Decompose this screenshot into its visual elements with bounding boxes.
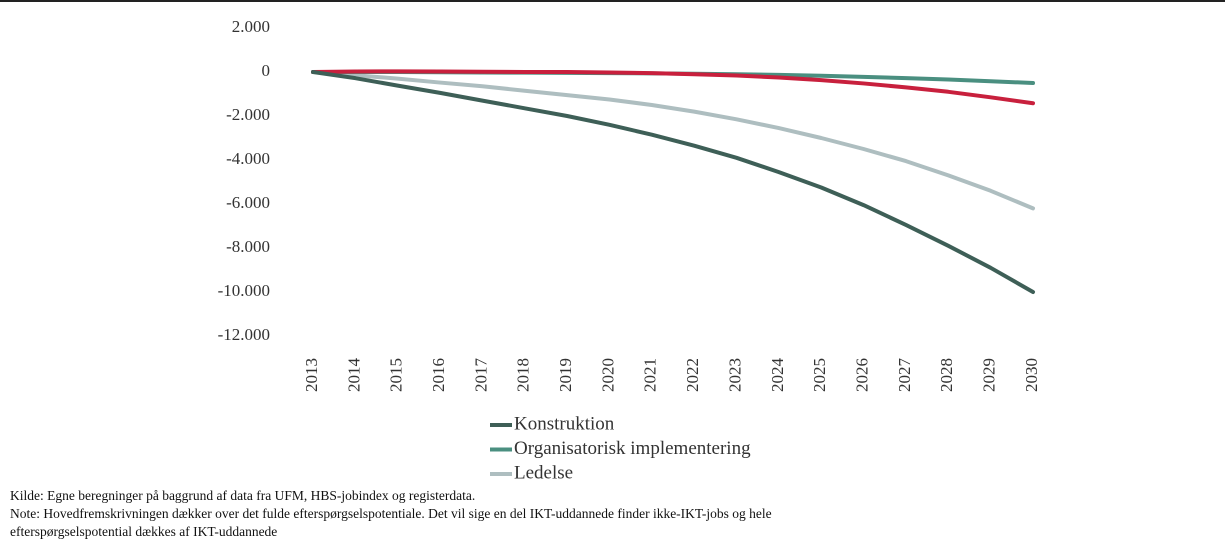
x-tick-label: 2014 bbox=[344, 358, 363, 393]
y-tick-label: 0 bbox=[262, 61, 271, 80]
x-tick-label: 2024 bbox=[768, 358, 787, 393]
y-tick-label: -6.000 bbox=[226, 193, 270, 212]
y-tick-label: 2.000 bbox=[232, 17, 270, 36]
top-border bbox=[0, 0, 1225, 2]
x-tick-label: 2017 bbox=[471, 357, 490, 392]
x-tick-label: 2027 bbox=[895, 358, 914, 393]
series-line bbox=[311, 70, 1035, 211]
x-tick-label: 2013 bbox=[302, 358, 321, 392]
x-tick-label: 2015 bbox=[387, 358, 406, 392]
x-tick-label: 2018 bbox=[514, 358, 533, 392]
legend-label: Organisatorisk implementering bbox=[514, 438, 751, 459]
x-tick-label: 2026 bbox=[852, 358, 871, 392]
y-tick-label: -10.000 bbox=[218, 281, 270, 300]
note: Note: Hovedfremskrivningen dækker over d… bbox=[10, 506, 772, 521]
y-tick-label: -8.000 bbox=[226, 237, 270, 256]
y-tick-label: -2.000 bbox=[226, 105, 270, 124]
x-tick-label: 2030 bbox=[1022, 358, 1041, 392]
note: efterspørgselspotential dækkes af IKT-ud… bbox=[10, 524, 277, 539]
x-tick-label: 2020 bbox=[598, 358, 617, 392]
series-line bbox=[311, 69, 1035, 106]
x-tick-label: 2023 bbox=[725, 358, 744, 392]
note: Kilde: Egne beregninger på baggrund af d… bbox=[10, 488, 475, 503]
x-tick-label: 2022 bbox=[683, 358, 702, 392]
series-line bbox=[311, 70, 1035, 294]
legend-label: Konstruktion bbox=[514, 413, 615, 434]
y-tick-label: -4.000 bbox=[226, 149, 270, 168]
x-tick-label: 2025 bbox=[810, 358, 829, 392]
x-tick-label: 2016 bbox=[429, 358, 448, 392]
x-tick-label: 2021 bbox=[641, 358, 660, 392]
x-tick-label: 2028 bbox=[937, 358, 956, 392]
y-tick-label: -12.000 bbox=[218, 325, 270, 344]
x-tick-label: 2019 bbox=[556, 358, 575, 392]
x-tick-label: 2029 bbox=[980, 358, 999, 392]
legend-label: Ledelse bbox=[514, 462, 573, 483]
